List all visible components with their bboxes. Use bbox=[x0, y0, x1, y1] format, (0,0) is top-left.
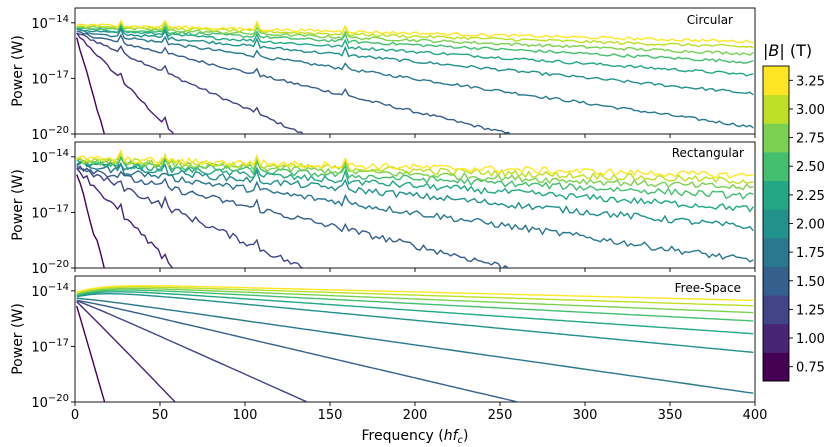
colorbar-block-3.25 bbox=[763, 66, 789, 96]
series-line-B-1.50 bbox=[76, 165, 510, 268]
series-line-B-2.75 bbox=[76, 151, 754, 191]
series-line-B-2.25 bbox=[76, 24, 754, 77]
panel-label-rectangular: Rectangular bbox=[672, 146, 744, 160]
series-line-B-1.50 bbox=[76, 30, 512, 134]
series-line-B-2.00 bbox=[76, 160, 754, 232]
colorbar-tick-label: 2.00 bbox=[796, 218, 825, 233]
series-line-B-1.75 bbox=[76, 27, 754, 129]
series-line-B-2.50 bbox=[76, 289, 754, 322]
series-lines bbox=[76, 285, 754, 402]
x-tick-label: 100 bbox=[233, 408, 258, 423]
series-lines bbox=[76, 148, 754, 268]
panel-free-space: Free-Space 10−14 10−17 10−20 0 50 100 150 200 2… bbox=[10, 275, 768, 423]
series-line-B-1.50 bbox=[76, 299, 521, 402]
series-line-B-1.00 bbox=[76, 167, 174, 268]
series-line-B-3.00 bbox=[76, 150, 754, 185]
colorbar-block-0.75 bbox=[763, 352, 789, 382]
colorbar-tick-label: 1.75 bbox=[796, 246, 825, 261]
series-line-B-0.75 bbox=[76, 37, 106, 134]
colorbar-ticks: 0.75 1.00 1.25 1.50 1.75 2.00 2.25 2.50 2.75 3.00… bbox=[789, 74, 825, 376]
x-ticks: 0 50 100 150 200 250 300 350 400 bbox=[71, 402, 768, 423]
colorbar-tick-label: 1.00 bbox=[796, 332, 825, 347]
y-ticks: 10−14 10−17 10−20 bbox=[31, 14, 75, 143]
colorbar-title: |B| (T) bbox=[763, 41, 812, 60]
colorbar-tick-label: 2.75 bbox=[796, 132, 825, 147]
x-tick-label: 150 bbox=[318, 408, 343, 423]
x-axis-label: Frequency (hfc) bbox=[361, 428, 468, 446]
colorbar-block-1.00 bbox=[763, 323, 789, 353]
series-line-B-3.25 bbox=[76, 285, 754, 302]
y-axis-label: Power (W) bbox=[10, 35, 26, 107]
series-line-B-2.50 bbox=[76, 22, 754, 64]
colorbar-tick-label: 0.75 bbox=[796, 361, 825, 376]
y-tick-label: 10−17 bbox=[31, 203, 69, 221]
y-axis-label: Power (W) bbox=[10, 303, 26, 375]
series-line-B-2.25 bbox=[76, 155, 754, 213]
series-line-B-1.25 bbox=[76, 165, 306, 268]
colorbar-tick-label: 3.25 bbox=[796, 74, 825, 89]
series-line-B-3.25 bbox=[76, 148, 754, 180]
y-tick-label: 10−14 bbox=[31, 14, 69, 32]
y-axis-label: Power (W) bbox=[10, 169, 26, 241]
colorbar-tick-label: 2.50 bbox=[796, 160, 825, 175]
series-lines bbox=[76, 19, 754, 134]
colorbar-block-2.25 bbox=[763, 180, 789, 210]
series-line-B-2.00 bbox=[76, 293, 754, 354]
y-tick-label: 10−20 bbox=[31, 259, 69, 277]
series-line-B-2.00 bbox=[76, 26, 754, 96]
colorbar-tick-label: 2.25 bbox=[796, 189, 825, 204]
series-line-B-2.75 bbox=[76, 287, 754, 314]
colorbar-block-3.00 bbox=[763, 94, 789, 124]
x-tick-label: 350 bbox=[658, 408, 683, 423]
series-line-B-0.75 bbox=[76, 174, 106, 268]
series-line-B-1.00 bbox=[76, 301, 177, 402]
colorbar-tick-label: 1.50 bbox=[796, 275, 825, 290]
series-line-B-1.75 bbox=[76, 160, 754, 263]
panel-label-free-space: Free-Space bbox=[675, 281, 741, 295]
colorbar-block-1.25 bbox=[763, 295, 789, 325]
y-ticks: 10−14 10−17 10−20 bbox=[31, 148, 75, 277]
panel-circular: Circular 10−14 10−17 10−20 Power (W) bbox=[10, 7, 756, 143]
panel-label-circular: Circular bbox=[687, 13, 733, 27]
colorbar-blocks bbox=[763, 66, 789, 382]
series-line-B-1.25 bbox=[76, 300, 309, 402]
y-tick-label: 10−20 bbox=[31, 125, 69, 143]
series-line-B-3.25 bbox=[76, 19, 754, 44]
panel-rectangular: Rectangular 10−14 10−17 10−20 Power (W) bbox=[10, 141, 756, 277]
series-line-B-2.50 bbox=[76, 155, 754, 200]
y-tick-label: 10−20 bbox=[31, 393, 69, 411]
x-tick-label: 400 bbox=[743, 408, 768, 423]
y-tick-label: 10−14 bbox=[31, 282, 69, 300]
series-line-B-1.00 bbox=[76, 32, 175, 134]
series-line-B-1.25 bbox=[76, 32, 305, 134]
x-tick-label: 200 bbox=[403, 408, 428, 423]
series-line-B-3.00 bbox=[76, 19, 754, 49]
series-line-B-1.75 bbox=[76, 297, 754, 394]
y-ticks: 10−14 10−17 10−20 bbox=[31, 282, 75, 411]
x-tick-label: 250 bbox=[488, 408, 513, 423]
colorbar: |B| (T) 0.75 1.00 1.25 1.50 1.75 2.00 2.25 2.50… bbox=[762, 41, 825, 382]
colorbar-block-2.75 bbox=[763, 123, 789, 153]
colorbar-block-1.50 bbox=[763, 266, 789, 296]
x-tick-label: 0 bbox=[71, 408, 79, 423]
y-tick-label: 10−17 bbox=[31, 337, 69, 355]
x-tick-marks bbox=[74, 268, 756, 272]
colorbar-block-2.50 bbox=[763, 151, 789, 182]
series-line-B-3.00 bbox=[76, 286, 754, 307]
colorbar-tick-label: 3.00 bbox=[796, 103, 825, 118]
x-tick-label: 50 bbox=[152, 408, 169, 423]
colorbar-block-2.00 bbox=[763, 209, 789, 239]
x-tick-label: 300 bbox=[573, 408, 598, 423]
x-tick-marks bbox=[74, 134, 756, 138]
series-line-B-0.75 bbox=[76, 305, 106, 402]
y-tick-label: 10−14 bbox=[31, 148, 69, 166]
series-line-B-2.25 bbox=[76, 291, 754, 335]
y-tick-label: 10−17 bbox=[31, 69, 69, 87]
colorbar-block-1.75 bbox=[763, 237, 789, 267]
colorbar-tick-label: 1.25 bbox=[796, 303, 825, 318]
